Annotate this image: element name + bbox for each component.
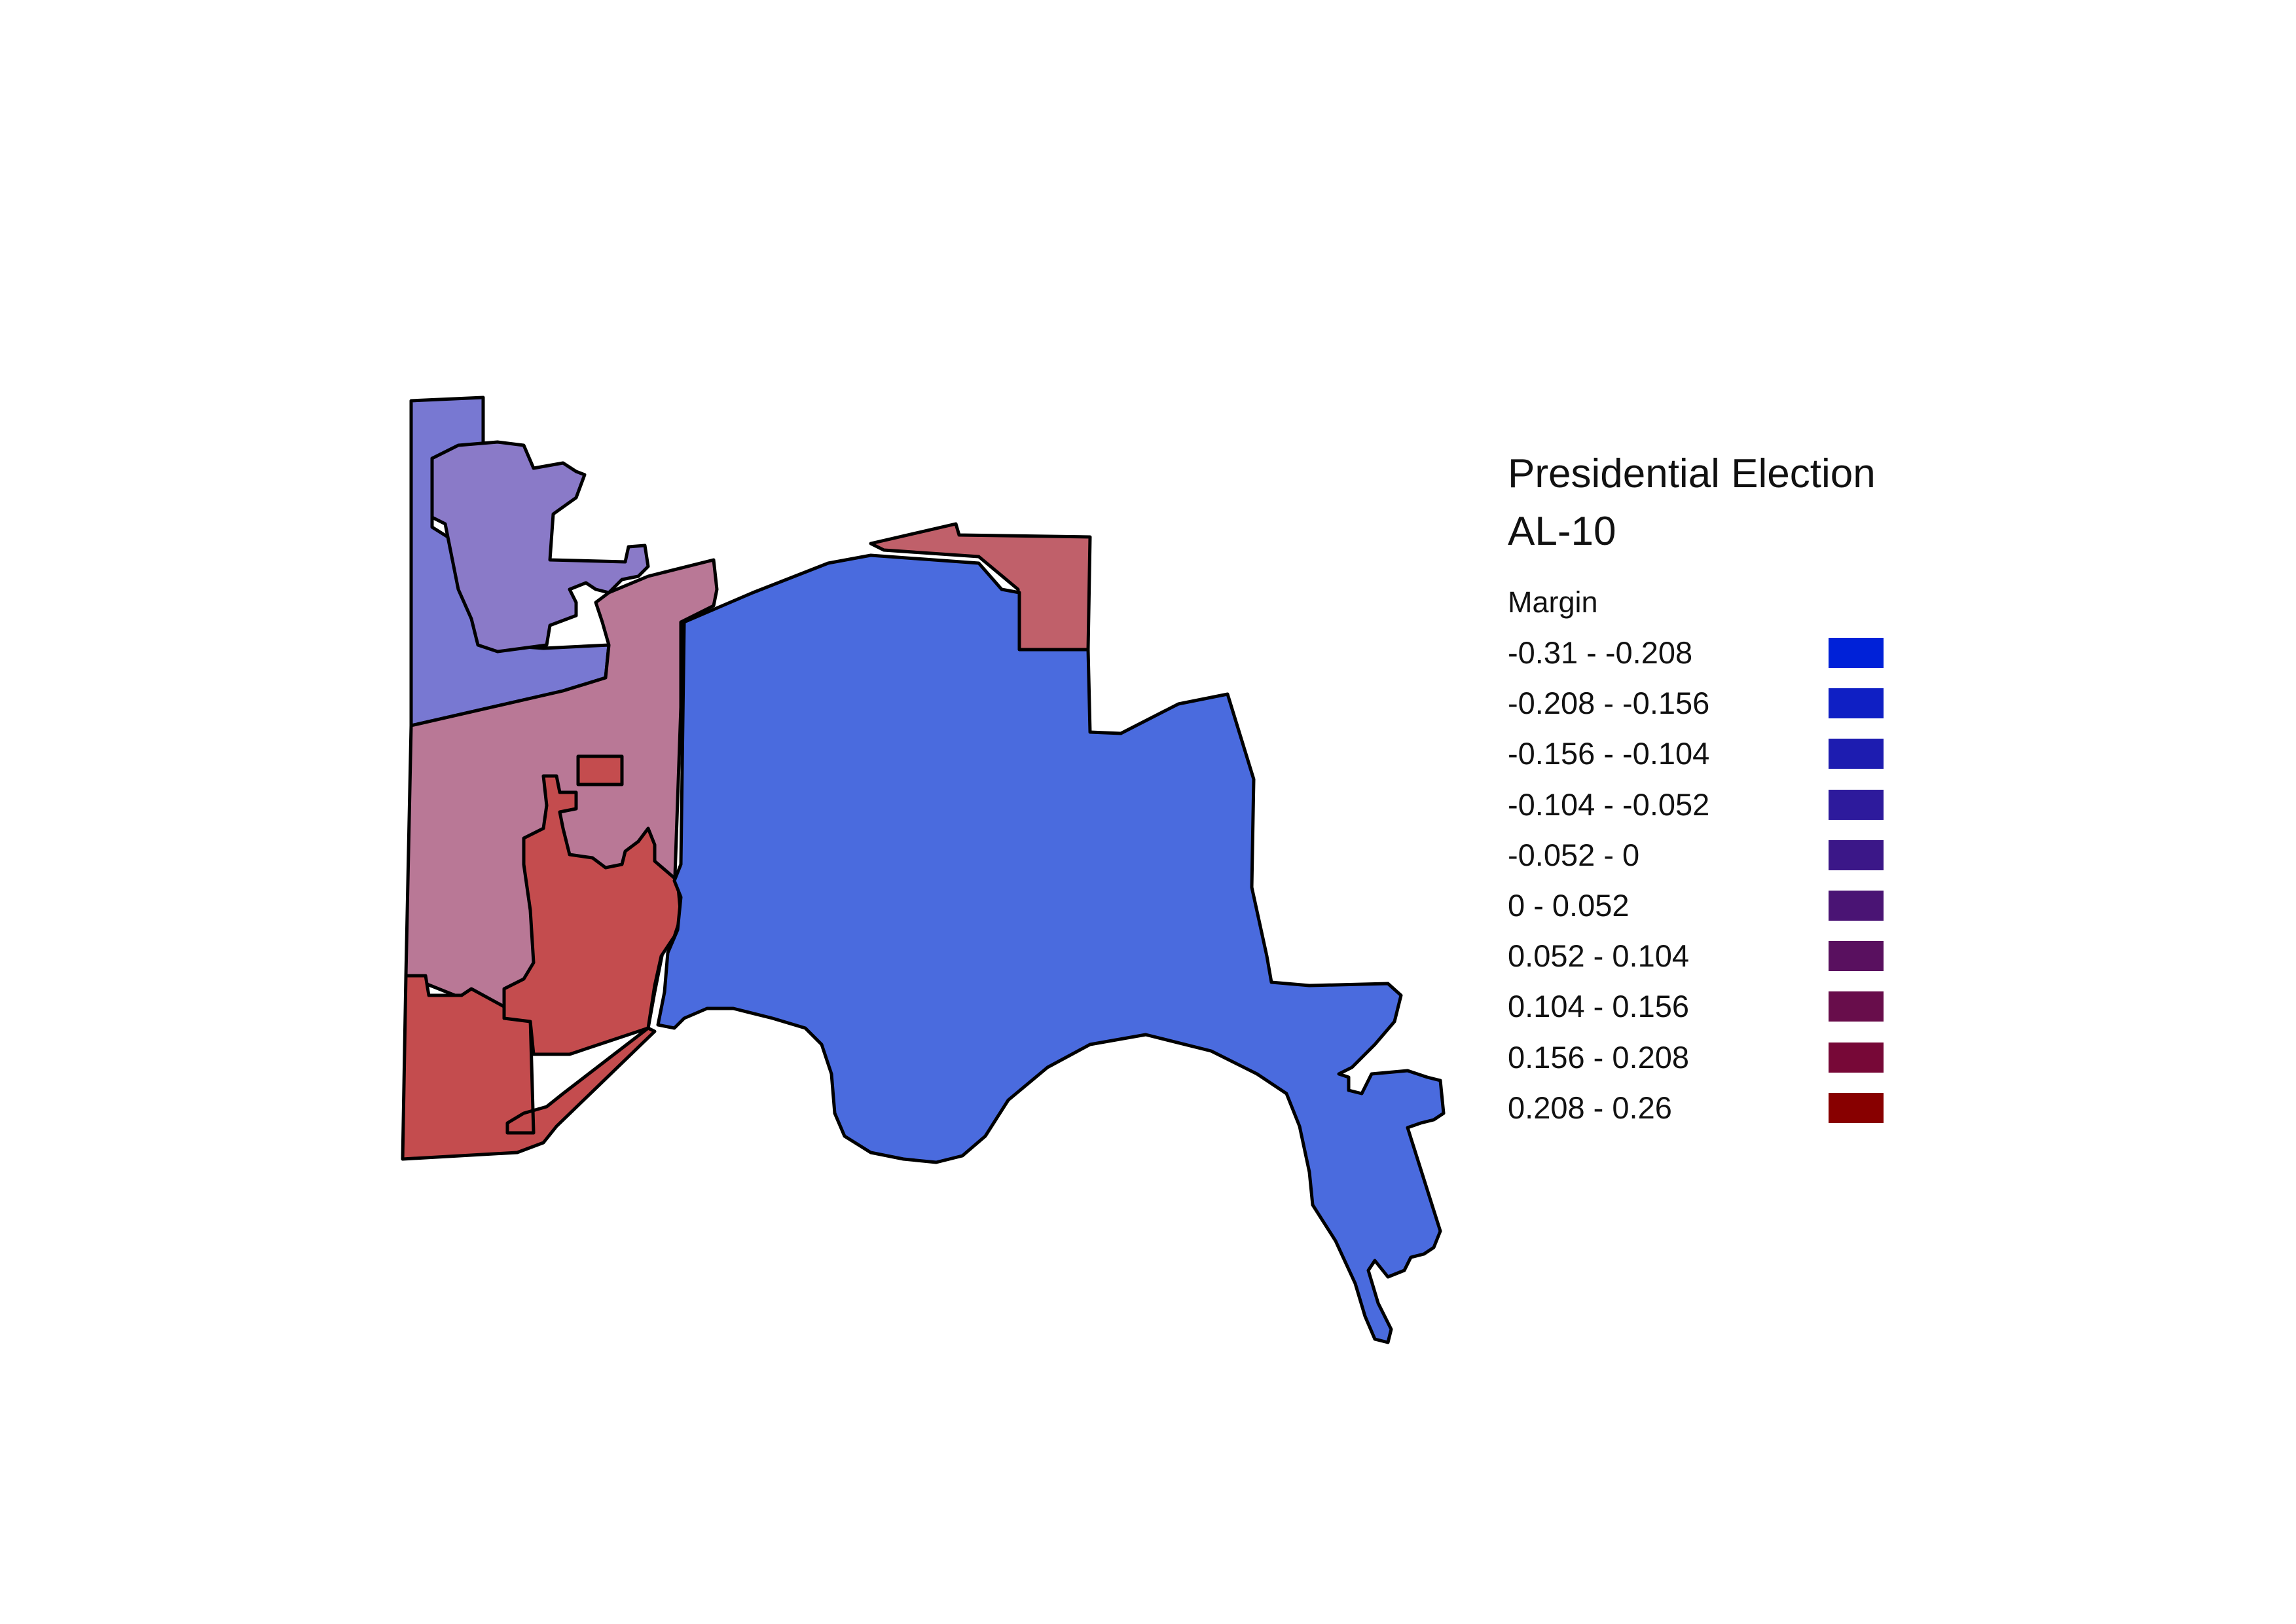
legend-item-swatch — [1829, 688, 1884, 719]
legend-item-label: -0.208 - -0.156 — [1508, 686, 1710, 721]
legend-item: 0.208 - 0.26 — [1508, 1082, 1901, 1133]
precinct-southwest — [401, 974, 657, 1161]
legend-item-label: -0.052 - 0 — [1508, 837, 1640, 872]
legend-item-swatch — [1829, 890, 1884, 921]
legend-item: -0.104 - -0.052 — [1508, 779, 1901, 830]
legend-item: -0.31 - -0.208 — [1508, 627, 1901, 678]
legend-item-label: -0.104 - -0.052 — [1508, 786, 1710, 822]
legend-title: Presidential Election AL-10 — [1508, 445, 1901, 561]
legend-item: -0.052 - 0 — [1508, 830, 1901, 880]
legend-item: 0.104 - 0.156 — [1508, 981, 1901, 1031]
legend-title-line1: Presidential Election — [1508, 451, 1876, 496]
legend-item-swatch — [1829, 789, 1884, 820]
legend-item-label: 0.156 - 0.208 — [1508, 1039, 1689, 1075]
legend-item-swatch — [1829, 739, 1884, 769]
precinct-main-blue — [656, 553, 1446, 1344]
precinct-northwest-inner — [430, 440, 650, 654]
legend-item-label: 0.104 - 0.156 — [1508, 989, 1689, 1024]
legend-item-swatch — [1829, 941, 1884, 972]
legend-title-line2: AL-10 — [1508, 509, 1616, 554]
legend-item: -0.156 - -0.104 — [1508, 728, 1901, 779]
legend-item-swatch — [1829, 840, 1884, 870]
legend-items: -0.31 - -0.208 -0.208 - -0.156 -0.156 - -0… — [1508, 627, 1901, 1133]
legend-item: 0 - 0.052 — [1508, 880, 1901, 931]
legend-item-label: -0.31 - -0.208 — [1508, 635, 1693, 670]
legend-subtitle: Margin — [1508, 585, 1598, 619]
legend-item-label: 0 - 0.052 — [1508, 887, 1630, 923]
legend-item-swatch — [1829, 638, 1884, 668]
map-legend: Presidential Election AL-10 Margin -0.31… — [1508, 445, 1901, 1133]
legend-item-label: -0.156 - -0.104 — [1508, 736, 1710, 771]
legend-item: 0.156 - 0.208 — [1508, 1032, 1901, 1082]
legend-item-label: 0.208 - 0.26 — [1508, 1090, 1672, 1125]
precinct-central-box — [576, 754, 624, 786]
legend-item-swatch — [1829, 1092, 1884, 1123]
legend-item-swatch — [1829, 1042, 1884, 1073]
legend-item-swatch — [1829, 991, 1884, 1022]
legend-item: -0.208 - -0.156 — [1508, 678, 1901, 728]
legend-item: 0.052 - 0.104 — [1508, 931, 1901, 981]
legend-item-label: 0.052 - 0.104 — [1508, 938, 1689, 974]
